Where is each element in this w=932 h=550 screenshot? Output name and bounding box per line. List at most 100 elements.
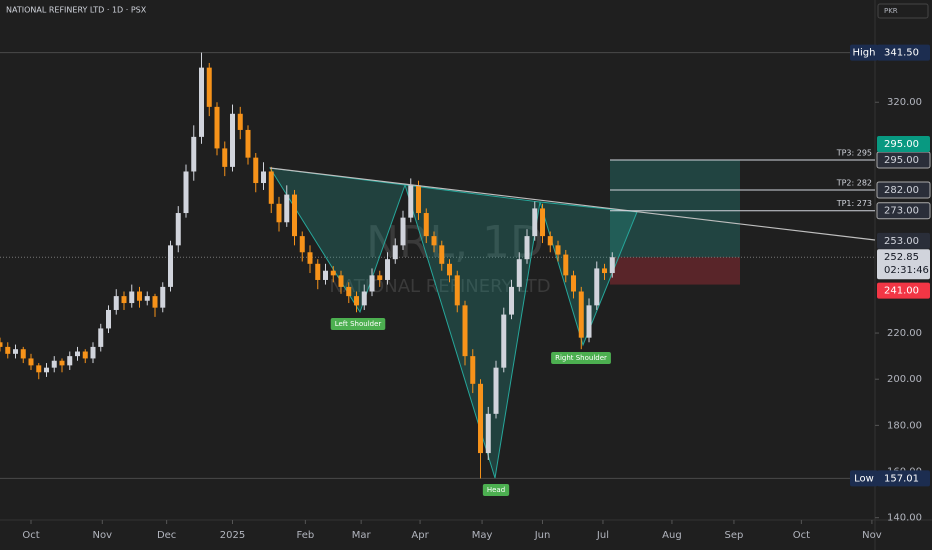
extreme-value: 341.50 [884, 48, 919, 59]
x-tick-label: Jul [596, 530, 609, 541]
candle-body [315, 263, 321, 280]
pattern-label-box [482, 484, 510, 496]
candle-body [439, 245, 445, 264]
watermark-sub: NATIONAL REFINERY LTD [329, 276, 550, 297]
extreme-tag: Low [854, 473, 874, 484]
x-tick-label: Nov [93, 530, 113, 541]
candle-body [555, 245, 561, 255]
candle-body [323, 270, 329, 280]
x-tick-label: Sep [725, 530, 744, 541]
candle-body [307, 252, 313, 264]
y-tick-label: 220.00 [887, 328, 922, 339]
stop-label-box [877, 282, 930, 299]
y-tick-label: 200.00 [887, 374, 922, 385]
candle-body [160, 286, 166, 308]
chart-title: NATIONAL REFINERY LTD · 1D · PSX [6, 6, 147, 15]
candle-body [361, 291, 367, 306]
x-tick-label: Jun [534, 530, 551, 541]
candle-body [199, 67, 205, 137]
candle-body [253, 157, 259, 184]
candle-body [121, 296, 127, 304]
candle-body [51, 360, 57, 368]
extreme-tag-box [850, 470, 878, 487]
candle-body [168, 245, 174, 287]
tp-label: TP2: 282 [836, 178, 872, 187]
candle-body [416, 185, 422, 214]
candle-body [230, 113, 236, 167]
candle-body [13, 349, 19, 354]
candle-body [377, 275, 383, 280]
y-tick-label: 320.00 [887, 97, 922, 108]
y-tick-label: 180.00 [887, 420, 922, 431]
candle-body [501, 314, 507, 368]
x-tick-label: Aug [662, 530, 682, 541]
candle-body [113, 296, 119, 310]
extreme-value-box [877, 44, 930, 61]
candle-body [586, 305, 592, 338]
candle-body [284, 194, 290, 223]
neckline-label-box [877, 232, 930, 249]
stop-zone [610, 257, 740, 285]
candle-body [59, 360, 65, 366]
candle-body [563, 254, 569, 276]
candle-body [423, 213, 429, 237]
pattern-label: Left Shoulder [335, 320, 382, 328]
candle-body [268, 171, 274, 204]
x-tick-label: Oct [22, 530, 39, 541]
candle-body [98, 328, 104, 347]
candle-body [292, 194, 298, 237]
currency-box[interactable] [877, 3, 929, 19]
candle-body [237, 113, 243, 130]
candle-body [408, 185, 414, 218]
candle-body [385, 259, 391, 280]
extreme-value: 157.01 [884, 473, 919, 484]
candle-body [346, 286, 352, 297]
candle-body [28, 358, 34, 366]
candle-body [540, 208, 546, 237]
candle-body [354, 296, 360, 306]
x-tick-label: Apr [411, 530, 429, 541]
x-tick-label: Nov [862, 530, 882, 541]
x-tick-label: Mar [352, 530, 372, 541]
candle-body [44, 367, 50, 373]
candle-body [191, 136, 197, 172]
candle-body [152, 296, 158, 308]
candle-body [547, 236, 553, 246]
neckline [269, 167, 876, 241]
candle-body [369, 275, 375, 292]
candle-body [392, 245, 398, 260]
candle-body [36, 365, 42, 373]
tp-axis-label: 282.00 [884, 185, 919, 196]
candle-body [594, 268, 600, 306]
tp-label: TP1: 273 [836, 199, 872, 208]
currency[interactable]: PKR [884, 7, 898, 15]
extreme-tag: High [853, 48, 876, 59]
candle-body [82, 351, 88, 359]
candle-body [144, 296, 150, 301]
tp-axis-box [876, 202, 931, 220]
candle-body [470, 356, 476, 384]
candle-body [175, 213, 181, 246]
candle-body [276, 203, 282, 223]
pattern-label-box [330, 318, 386, 330]
candle-body [75, 351, 81, 357]
x-tick-label: Dec [157, 530, 176, 541]
pattern-label-box [551, 352, 611, 364]
y-tick-label: 140.00 [887, 513, 922, 524]
x-tick-label: May [472, 530, 493, 541]
candle-body [493, 367, 499, 414]
pattern-area [539, 201, 638, 347]
candle-body [571, 275, 577, 292]
candle-body [106, 309, 112, 329]
candle-body [524, 236, 530, 260]
tp-label: TP3: 295 [836, 148, 872, 157]
pattern-label: Right Shoulder [555, 354, 607, 362]
candle-body [431, 236, 437, 246]
candle-body [222, 148, 228, 167]
candle-body [578, 291, 584, 338]
stop-label: 241.00 [884, 286, 919, 297]
candle-body [485, 413, 491, 454]
target-label: 295.00 [884, 139, 919, 150]
x-tick-label: 2025 [220, 530, 245, 541]
